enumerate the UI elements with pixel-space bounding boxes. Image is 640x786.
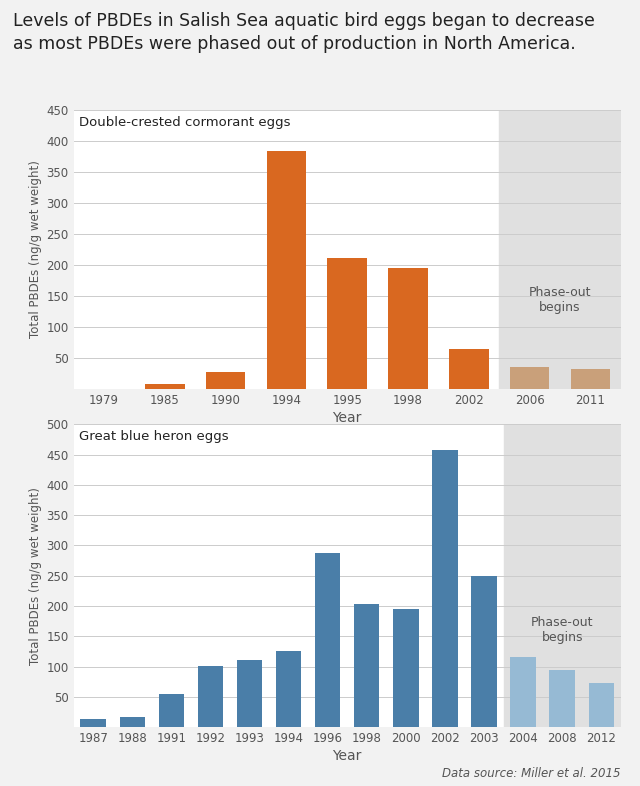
Bar	[354, 604, 380, 727]
Bar	[471, 575, 497, 727]
Bar	[449, 350, 488, 389]
Text: Great blue heron eggs: Great blue heron eggs	[79, 431, 228, 443]
Y-axis label: Total PBDEs (ng/g wet weight): Total PBDEs (ng/g wet weight)	[29, 487, 42, 665]
Bar	[328, 258, 367, 389]
Bar	[510, 657, 536, 727]
Y-axis label: Total PBDEs (ng/g wet weight): Total PBDEs (ng/g wet weight)	[29, 160, 42, 339]
Text: Phase-out
begins: Phase-out begins	[529, 286, 591, 314]
Text: Phase-out
begins: Phase-out begins	[531, 616, 593, 645]
Bar	[571, 369, 610, 389]
Bar	[550, 670, 575, 727]
Bar	[81, 719, 106, 727]
X-axis label: Year: Year	[333, 749, 362, 763]
X-axis label: Year: Year	[333, 411, 362, 425]
Bar	[276, 652, 301, 727]
Text: Double-crested cormorant eggs: Double-crested cormorant eggs	[79, 116, 291, 129]
Text: Levels of PBDEs in Salish Sea aquatic bird eggs began to decrease
as most PBDEs : Levels of PBDEs in Salish Sea aquatic bi…	[13, 12, 595, 53]
Text: Data source: Miller et al. 2015: Data source: Miller et al. 2015	[442, 766, 621, 780]
Bar	[504, 424, 621, 727]
Bar	[198, 666, 223, 727]
Bar	[388, 268, 428, 389]
Bar	[315, 553, 340, 727]
Bar	[159, 694, 184, 727]
Bar	[267, 151, 306, 389]
Bar	[432, 450, 458, 727]
Bar	[206, 372, 245, 389]
Bar	[237, 660, 262, 727]
Bar	[393, 609, 419, 727]
Bar	[120, 718, 145, 727]
Bar	[145, 384, 184, 389]
Bar	[499, 110, 621, 389]
Bar	[510, 367, 549, 389]
Bar	[589, 683, 614, 727]
